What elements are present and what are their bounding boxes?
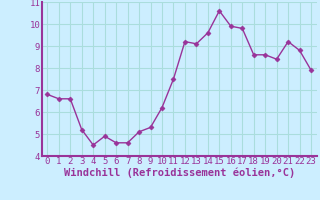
X-axis label: Windchill (Refroidissement éolien,°C): Windchill (Refroidissement éolien,°C)	[64, 168, 295, 178]
